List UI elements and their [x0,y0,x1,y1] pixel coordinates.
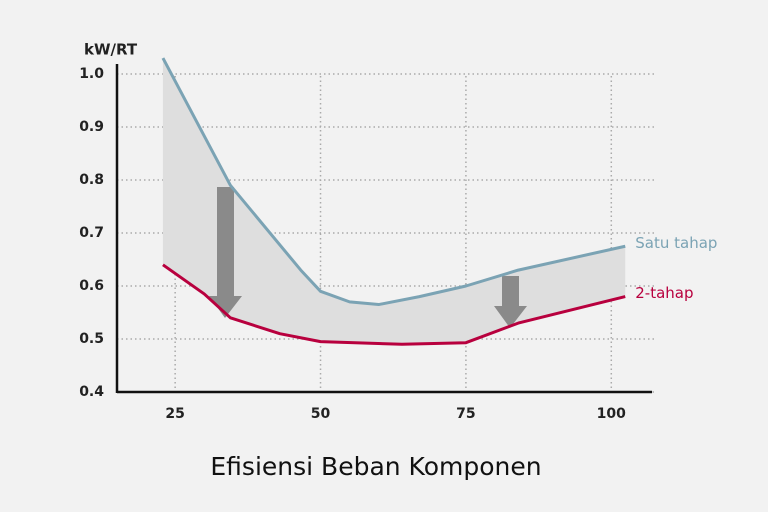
y-tick-label: 1.0 [79,66,104,82]
series-line [162,263,626,346]
x-tick-label: 50 [311,406,331,422]
y-tick-label: 0.6 [79,278,104,294]
y-tick-label: 0.4 [79,384,104,400]
x-tick-label: 25 [165,406,184,422]
arrows [209,187,527,328]
down-arrow [209,187,242,318]
plot: 0.4 0.5 0.6 0.7 0.8 0.9 1.0 25 50 75 100 Satu tahap… [79,57,717,422]
y-tick-label: 0.5 [79,331,104,347]
y-tick-label: 0.8 [79,172,104,188]
legend-label: 2-tahap [635,284,693,302]
legend-label: Satu tahap [635,234,717,252]
x-axis-title: Efisiensi Beban Komponen [210,452,541,481]
series-line [161,57,626,307]
x-tick-label: 75 [456,406,475,422]
y-tick-label: 0.7 [79,225,104,241]
down-arrow [494,276,527,328]
y-axis-title: kW/RT [84,41,138,59]
y-tick-label: 0.9 [79,119,104,135]
x-tick-label: 100 [597,406,626,422]
